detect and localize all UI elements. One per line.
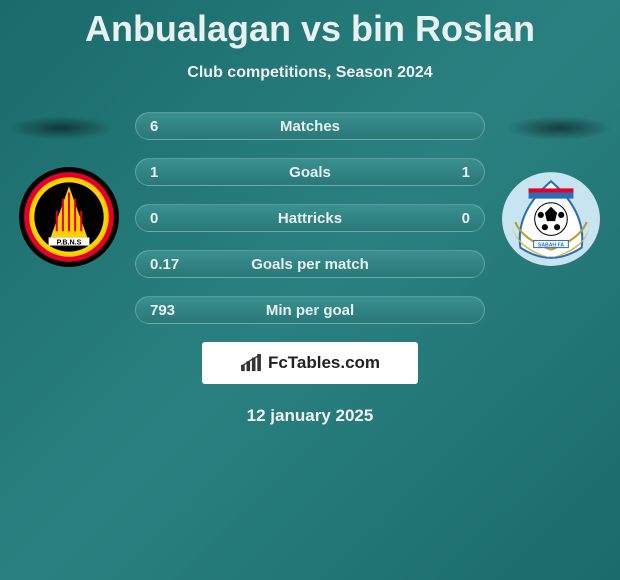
team-crest-right: SABAH FA <box>500 166 602 268</box>
stat-left-value: 1 <box>150 164 190 181</box>
stat-left-value: 793 <box>150 302 190 319</box>
date-text: 12 january 2025 <box>0 406 620 426</box>
crest-right-svg: SABAH FA <box>500 166 602 268</box>
branding-box: FcTables.com <box>202 342 418 384</box>
stat-label: Min per goal <box>190 302 430 319</box>
comparison-content: P.B.N.S SABAH FA 6 Matches <box>0 112 620 426</box>
stat-right-value: 1 <box>430 164 470 181</box>
shadow-right <box>506 116 612 140</box>
chart-icon <box>240 354 262 372</box>
subtitle: Club competitions, Season 2024 <box>0 64 620 82</box>
page-title: Anbualagan vs bin Roslan <box>0 0 620 50</box>
stat-left-value: 6 <box>150 118 190 135</box>
stat-left-value: 0 <box>150 210 190 227</box>
stat-row-goals: 1 Goals 1 <box>135 158 485 186</box>
branding-text: FcTables.com <box>268 353 380 373</box>
stat-row-hattricks: 0 Hattricks 0 <box>135 204 485 232</box>
stat-label: Goals per match <box>190 256 430 273</box>
crest-right-label: SABAH FA <box>538 243 564 249</box>
stat-label: Matches <box>190 118 430 135</box>
stats-container: 6 Matches 1 Goals 1 0 Hattricks 0 0.17 G… <box>135 112 485 324</box>
stat-row-matches: 6 Matches <box>135 112 485 140</box>
team-crest-left: P.B.N.S <box>18 166 120 268</box>
shadow-left <box>8 116 114 140</box>
stat-row-goals-per-match: 0.17 Goals per match <box>135 250 485 278</box>
stat-left-value: 0.17 <box>150 256 190 273</box>
stat-right-value: 0 <box>430 210 470 227</box>
stat-label: Goals <box>190 164 430 181</box>
stat-row-min-per-goal: 793 Min per goal <box>135 296 485 324</box>
crest-left-label: P.B.N.S <box>57 239 82 247</box>
crest-left-svg: P.B.N.S <box>18 166 120 268</box>
stat-label: Hattricks <box>190 210 430 227</box>
